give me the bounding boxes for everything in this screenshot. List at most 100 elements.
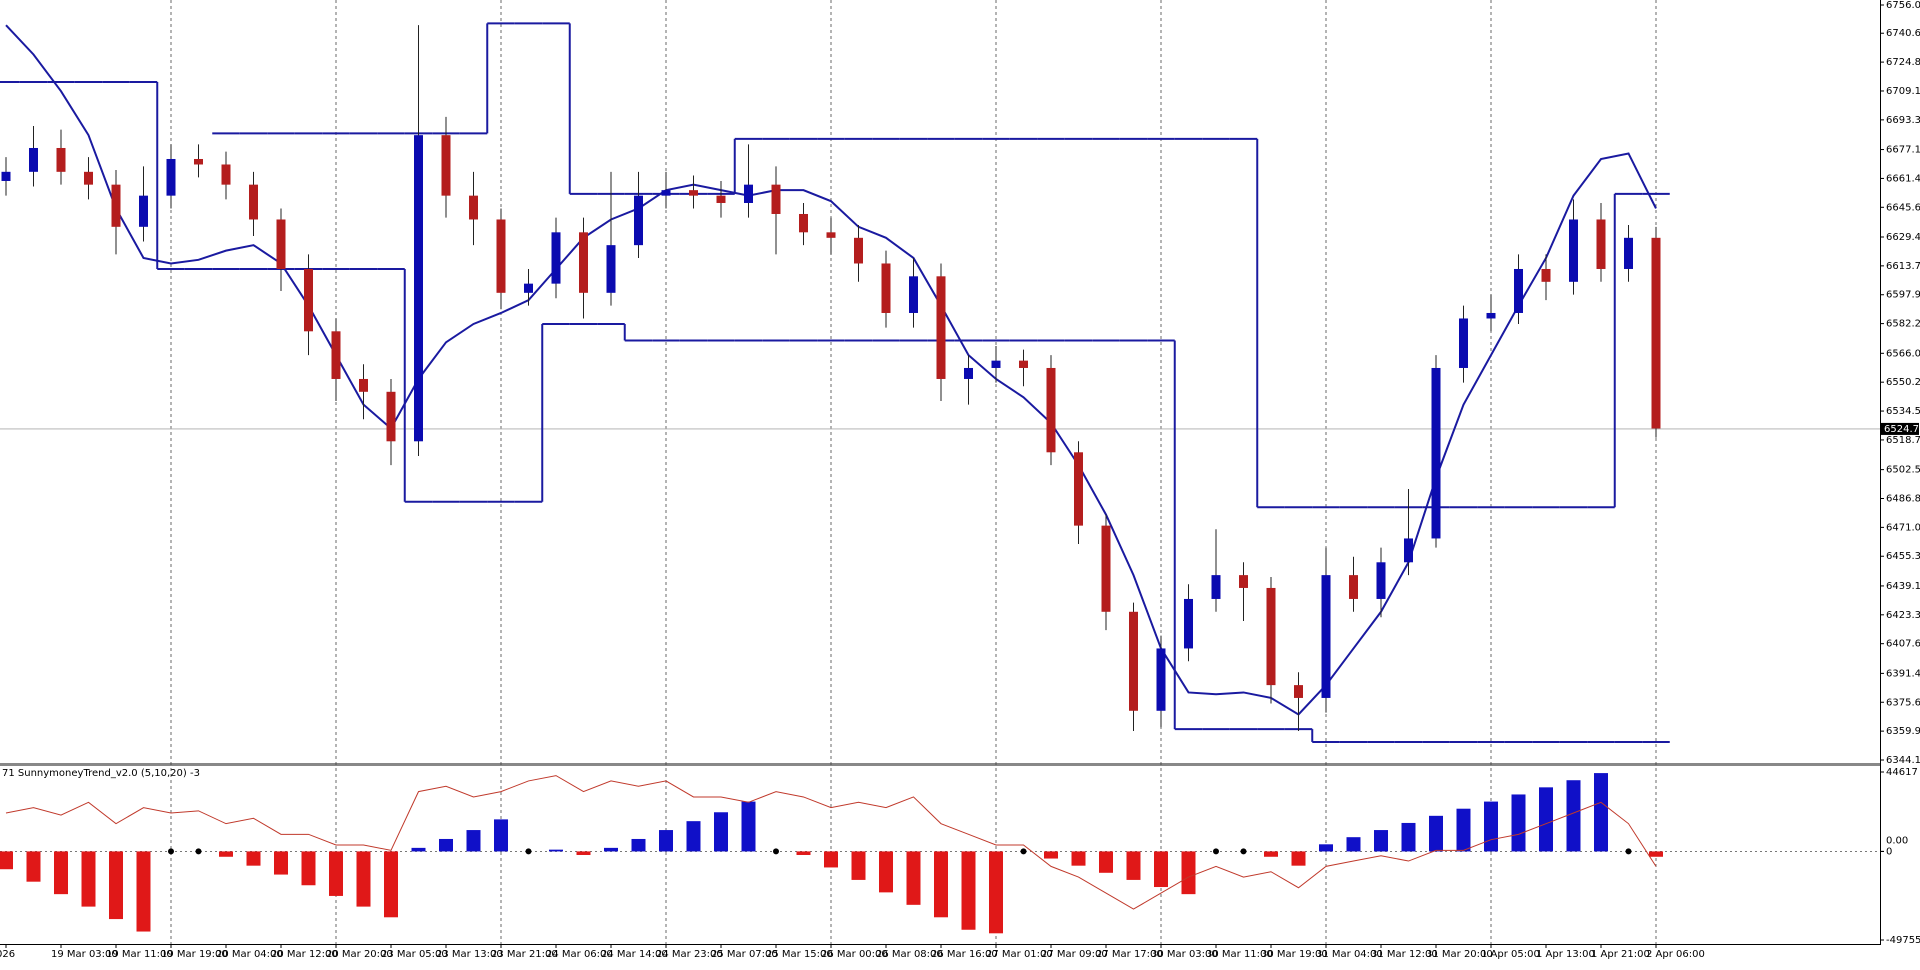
- trend-dot: [1625, 848, 1632, 855]
- y-tick-label: 6724.85: [1886, 57, 1920, 68]
- y-tick-label: 6613.70: [1886, 261, 1920, 272]
- histogram-bar: [741, 801, 756, 852]
- candle-body: [56, 147, 66, 172]
- x-tick-label: 2 Apr 06:00: [1646, 949, 1705, 960]
- candle-body: [29, 147, 38, 172]
- candle-body: [1211, 575, 1221, 599]
- candle-body: [1239, 575, 1248, 588]
- histogram-bar: [549, 849, 563, 852]
- histogram-bar: [1484, 801, 1498, 852]
- histogram-bar: [246, 851, 261, 866]
- x-tick-label: 30 Mar 11:00: [1206, 949, 1273, 960]
- x-tick-label: 27 Mar 17:00: [1096, 949, 1163, 960]
- x-tick-label: 23 Mar 05:00: [381, 949, 448, 960]
- y-tick-label: 6709.10: [1886, 86, 1920, 97]
- candle-body: [744, 184, 753, 203]
- histogram-bar: [109, 851, 123, 920]
- histogram-bar: [1401, 822, 1416, 852]
- histogram-bar: [1154, 851, 1168, 888]
- x-tick-label: 19 Mar 19:00: [161, 949, 228, 960]
- candle-body: [194, 158, 203, 165]
- candle-body: [1569, 219, 1578, 282]
- trend-dot: [195, 848, 202, 855]
- candle-body: [854, 237, 863, 264]
- histogram-bar: [0, 851, 13, 870]
- trend-dot: [1240, 848, 1247, 855]
- candle-body: [634, 195, 643, 246]
- candle-body: [1129, 611, 1138, 711]
- y-tick-label: 6471.05: [1886, 522, 1920, 533]
- oscillator-line: [5, 775, 1657, 910]
- candle-body: [414, 135, 423, 442]
- trend-dot: [1213, 848, 1219, 855]
- candle-body: [1019, 360, 1028, 368]
- candle-body: [1541, 268, 1551, 282]
- trend-dot: [525, 848, 532, 855]
- candle-body: [909, 276, 918, 313]
- y-tick-label: 6566.00: [1886, 348, 1920, 359]
- y-tick-label: 6661.40: [1886, 173, 1920, 184]
- candle-body: [1321, 575, 1331, 698]
- trend-dot: [168, 848, 174, 855]
- x-tick-label: 31 Mar 04:00: [1316, 949, 1383, 960]
- x-tick-label: 25 Mar 07:00: [711, 949, 778, 960]
- candle-body: [469, 195, 478, 220]
- x-tick-label: 19 Mar 03:00: [51, 949, 118, 960]
- x-tick-label: 24 Mar 23:00: [656, 949, 723, 960]
- histogram-bar: [1566, 780, 1581, 852]
- candle-body: [771, 184, 781, 214]
- histogram-bar: [824, 851, 838, 868]
- x-tick-label: 20 Mar 12:00: [271, 949, 338, 960]
- candle-body: [304, 268, 313, 332]
- histogram-bar: [439, 838, 453, 852]
- x-tick-label: 26 Mar 16:00: [931, 949, 998, 960]
- trend-dot: [1020, 848, 1027, 855]
- candle-body: [166, 158, 176, 196]
- x-tick-label: 26 Mar 08:00: [876, 949, 943, 960]
- candle-body: [551, 232, 561, 284]
- candle-body: [1046, 367, 1056, 453]
- y-tick-label: 6645.65: [1886, 202, 1920, 213]
- histogram-bar: [1126, 851, 1141, 880]
- histogram-bar: [686, 821, 701, 852]
- histogram-bar: [1319, 844, 1333, 852]
- x-tick-label: 30 Mar 03:00: [1151, 949, 1218, 960]
- candle-body: [496, 219, 506, 293]
- current-price-box: [1881, 422, 1919, 435]
- x-tick-label: 1 Apr 05:00: [1481, 949, 1540, 960]
- x-tick-label: 27 Mar 01:00: [986, 949, 1053, 960]
- current-price-label: 6524.75: [1884, 424, 1920, 435]
- candle-body: [139, 195, 148, 227]
- histogram-bar: [1539, 787, 1553, 852]
- x-tick-label: 23 Mar 21:00: [491, 949, 558, 960]
- candle-body: [1431, 367, 1441, 539]
- candle-body: [881, 263, 891, 313]
- candle-body: [386, 391, 396, 442]
- x-tick-label: 31 Mar 12:00: [1371, 949, 1438, 960]
- histogram-bar: [384, 851, 398, 918]
- candle-body: [964, 367, 973, 379]
- histogram-bar: [906, 851, 921, 905]
- candle-body: [606, 245, 616, 293]
- candle-body: [331, 331, 341, 379]
- histogram-bar: [1649, 851, 1663, 857]
- histogram-bar: [356, 851, 371, 907]
- histogram-bar: [1346, 837, 1361, 852]
- histogram-bar: [1456, 808, 1471, 852]
- candle-body: [1596, 219, 1606, 269]
- candle-body: [1459, 318, 1468, 368]
- y-tick-label: 6502.55: [1886, 465, 1920, 476]
- histogram-bar: [631, 838, 646, 852]
- candle-body: [1, 171, 11, 181]
- candle-body: [1624, 237, 1633, 269]
- x-tick-label: 026: [0, 949, 15, 960]
- candle-body: [991, 360, 1001, 368]
- candle-body: [661, 190, 671, 196]
- y-tick-label: 6407.60: [1886, 639, 1920, 650]
- candle-body: [689, 190, 698, 196]
- histogram-bar: [1429, 815, 1443, 852]
- histogram-bar: [1181, 851, 1196, 895]
- histogram-bar: [1374, 830, 1388, 852]
